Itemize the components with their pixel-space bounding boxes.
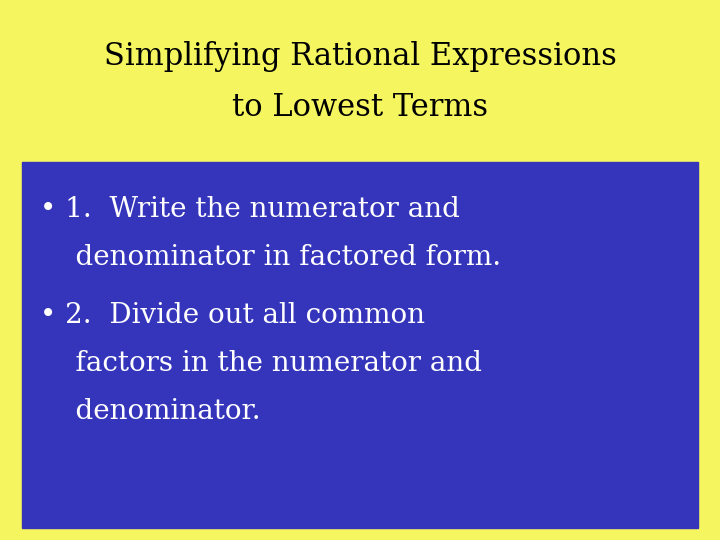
- Text: • 1.  Write the numerator and: • 1. Write the numerator and: [40, 196, 460, 223]
- Text: Simplifying Rational Expressions: Simplifying Rational Expressions: [104, 41, 616, 72]
- Text: to Lowest Terms: to Lowest Terms: [232, 92, 488, 124]
- Text: denominator.: denominator.: [40, 398, 261, 425]
- Text: factors in the numerator and: factors in the numerator and: [40, 350, 482, 377]
- Bar: [22, 162, 698, 528]
- Text: denominator in factored form.: denominator in factored form.: [40, 244, 501, 271]
- Text: • 2.  Divide out all common: • 2. Divide out all common: [40, 302, 425, 329]
